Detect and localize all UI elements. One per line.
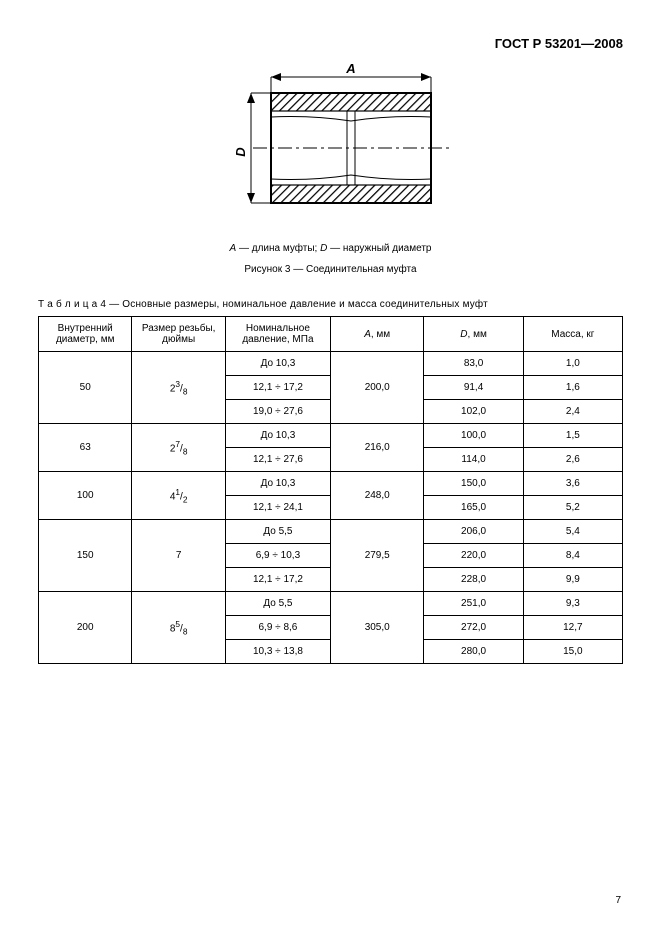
page-number: 7 [615,895,621,906]
cell-mass: 5,2 [523,496,622,520]
page: ГОСТ Р 53201—2008 [0,0,661,936]
cell-thread: 41/2 [132,472,225,520]
cell-pressure: 12,1 ÷ 17,2 [225,568,330,592]
table-row: 6327/8До 10,3216,0100,01,5 [39,424,623,448]
cell-mass: 9,9 [523,568,622,592]
col-mass: Масса, кг [523,317,622,352]
table-row: 5023/8До 10,3200,083,01,0 [39,352,623,376]
cell-pressure: 19,0 ÷ 27,6 [225,400,330,424]
cell-a: 279,5 [330,520,423,592]
cell-d: 100,0 [424,424,523,448]
cell-d: 102,0 [424,400,523,424]
col-inner-d: Внутренний диаметр, мм [39,317,132,352]
cell-pressure: До 10,3 [225,472,330,496]
data-table: Внутренний диаметр, мм Размер резьбы, дю… [38,316,623,664]
cell-d: 83,0 [424,352,523,376]
col-pressure: Номинальное давление, МПа [225,317,330,352]
cell-inner-d: 150 [39,520,132,592]
cell-inner-d: 100 [39,472,132,520]
cell-d: 280,0 [424,640,523,664]
cell-inner-d: 63 [39,424,132,472]
cell-inner-d: 200 [39,592,132,664]
figure-title-caption: Рисунок 3 — Соединительная муфта [244,264,416,275]
cell-d: 206,0 [424,520,523,544]
dimension-d-label: D [233,147,248,157]
col-thread: Размер резьбы, дюймы [132,317,225,352]
col-d: D, мм [424,317,523,352]
cell-d: 251,0 [424,592,523,616]
cell-pressure: 10,3 ÷ 13,8 [225,640,330,664]
cell-d: 220,0 [424,544,523,568]
cell-thread: 7 [132,520,225,592]
table-header-row: Внутренний диаметр, мм Размер резьбы, дю… [39,317,623,352]
cell-d: 228,0 [424,568,523,592]
table-caption: Т а б л и ц а 4 — Основные размеры, номи… [38,299,623,310]
figure-params-caption: A — длина муфты; D — наружный диаметр [230,243,432,254]
cell-pressure: 12,1 ÷ 27,6 [225,448,330,472]
cell-mass: 1,0 [523,352,622,376]
cell-pressure: 12,1 ÷ 24,1 [225,496,330,520]
cell-pressure: До 10,3 [225,424,330,448]
cell-d: 91,4 [424,376,523,400]
cell-d: 165,0 [424,496,523,520]
cell-mass: 9,3 [523,592,622,616]
cell-mass: 8,4 [523,544,622,568]
cell-a: 305,0 [330,592,423,664]
cell-mass: 12,7 [523,616,622,640]
dimension-a-label: A [345,63,355,76]
col-a: A, мм [330,317,423,352]
figure-wrap: A D A — длина муфты; D — наружный диамет… [38,63,623,299]
cell-a: 216,0 [330,424,423,472]
table-row: 10041/2До 10,3248,0150,03,6 [39,472,623,496]
coupling-diagram: A D [201,63,461,233]
table-row: 1507До 5,5279,5206,05,4 [39,520,623,544]
dimension-a: A [271,63,431,93]
cell-a: 200,0 [330,352,423,424]
cell-mass: 1,6 [523,376,622,400]
cell-pressure: До 5,5 [225,520,330,544]
cell-inner-d: 50 [39,352,132,424]
cell-thread: 23/8 [132,352,225,424]
cell-mass: 3,6 [523,472,622,496]
cell-d: 150,0 [424,472,523,496]
cell-mass: 2,6 [523,448,622,472]
cell-mass: 5,4 [523,520,622,544]
cell-mass: 1,5 [523,424,622,448]
cell-a: 248,0 [330,472,423,520]
cell-mass: 2,4 [523,400,622,424]
cell-d: 272,0 [424,616,523,640]
cell-pressure: До 10,3 [225,352,330,376]
cell-pressure: 6,9 ÷ 10,3 [225,544,330,568]
cell-d: 114,0 [424,448,523,472]
cell-mass: 15,0 [523,640,622,664]
cell-thread: 27/8 [132,424,225,472]
cell-thread: 85/8 [132,592,225,664]
cell-pressure: 12,1 ÷ 17,2 [225,376,330,400]
doc-header: ГОСТ Р 53201—2008 [38,36,623,51]
cell-pressure: 6,9 ÷ 8,6 [225,616,330,640]
table-row: 20085/8До 5,5305,0251,09,3 [39,592,623,616]
cell-pressure: До 5,5 [225,592,330,616]
